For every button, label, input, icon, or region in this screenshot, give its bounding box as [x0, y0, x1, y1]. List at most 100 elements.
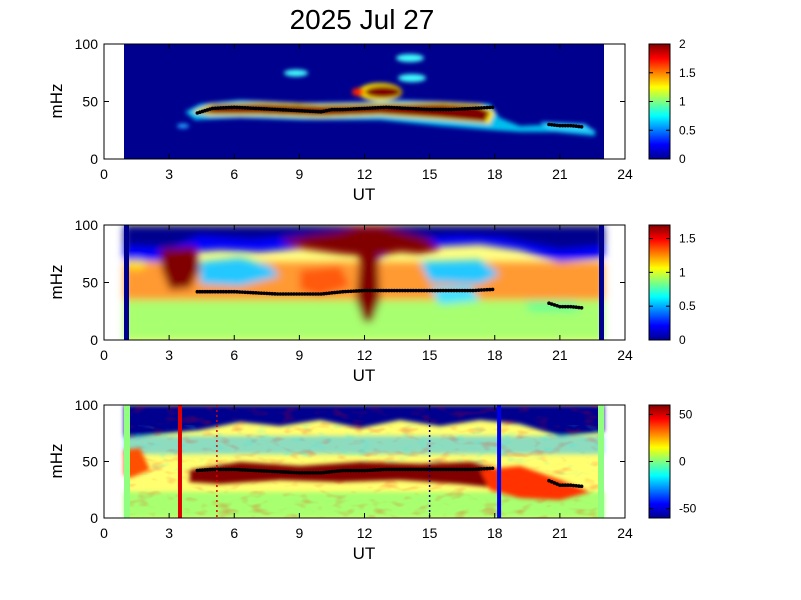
panel-3-xticks: 0 3 6 9 12 15 18 21 24 [100, 405, 633, 541]
ridge-point [229, 467, 234, 472]
ridge-point [362, 468, 367, 473]
ridge-point [265, 291, 269, 296]
ridge-point [308, 471, 313, 475]
ridge-point [454, 288, 459, 293]
panel-2-cbticks: 0 0.5 1 1.5 [649, 232, 696, 347]
ridge-point [395, 467, 399, 472]
ridge-point [300, 109, 304, 113]
ridge-point [416, 107, 421, 111]
ridge-point [213, 106, 218, 111]
ridge-point [227, 105, 231, 110]
ridge-point [433, 288, 437, 293]
panel-2-cbtick-label: 0.5 [679, 299, 696, 313]
ridge-point [335, 469, 340, 473]
ridge-point [286, 470, 291, 475]
panel-1-xtick-label: 6 [230, 166, 238, 182]
ridge-point [292, 292, 296, 296]
ridge-point [482, 288, 487, 292]
ridge-point [463, 467, 467, 472]
ridge-point [265, 469, 269, 473]
panel-2-ytick-label: 100 [75, 217, 99, 233]
ridge-point [232, 467, 237, 472]
ridge-point [275, 292, 280, 296]
ridge-point [218, 467, 223, 472]
ridge-point [324, 470, 329, 475]
ridge-point [384, 105, 389, 110]
ridge-point [476, 106, 481, 110]
ridge-point [327, 470, 332, 474]
panel-2-xlabel: UT [353, 366, 376, 385]
ridge-point [354, 468, 359, 473]
ridge-point [273, 107, 277, 112]
ridge-point [471, 106, 475, 111]
ridge-point [343, 289, 348, 294]
ridge-point [224, 467, 228, 472]
ridge-point [256, 468, 261, 473]
ridge-point [408, 106, 413, 111]
ridge-point [300, 471, 304, 475]
ridge-point [259, 291, 264, 295]
panel-3-xtick-label: 3 [165, 525, 173, 541]
ridge-point [452, 467, 456, 472]
ridge-point [368, 106, 372, 110]
ridge-point [251, 290, 256, 295]
ridge-point [397, 467, 402, 472]
ridge-point [349, 107, 353, 111]
ridge-point [465, 467, 470, 472]
panel-1-ytick-label: 100 [75, 36, 99, 52]
ridge-point [343, 107, 348, 112]
ridge-point [400, 106, 405, 110]
ridge-point [281, 470, 285, 474]
ridge-point [577, 484, 581, 488]
ridge-point [441, 467, 445, 472]
ridge-point [289, 108, 294, 113]
ridge-point [368, 288, 372, 293]
panel-3-ytick-label: 50 [82, 454, 98, 470]
ridge-point [284, 292, 288, 296]
panel-2-xticks: 0 3 6 9 12 15 18 21 24 [100, 225, 633, 363]
panel-3-cbtick-label: 50 [679, 407, 693, 421]
ridge-point [305, 292, 310, 296]
ridge-point [351, 289, 356, 293]
ridge-point [389, 467, 394, 472]
ridge-point [316, 109, 321, 114]
ridge-point [330, 469, 334, 474]
panel-1-cbtick-label: 2 [679, 37, 686, 51]
ridge-point [571, 483, 576, 488]
panel-3-ytick-label: 0 [90, 510, 98, 526]
ridge-point [571, 124, 576, 128]
ridge-point [400, 288, 405, 293]
ridge-point [454, 467, 459, 472]
ridge-point [308, 292, 313, 296]
ridge-point [468, 106, 473, 111]
ridge-point [359, 468, 364, 473]
ridge-point [378, 105, 383, 110]
ridge-point [365, 288, 370, 293]
ridge-point [376, 105, 380, 110]
ridge-point [303, 292, 307, 296]
ridge-point [395, 106, 399, 110]
ridge-point [281, 108, 285, 112]
ridge-point [359, 288, 364, 293]
panel-3-markers [177, 405, 502, 518]
ridge-point [319, 471, 323, 475]
panel-2-xtick-label: 15 [422, 347, 438, 363]
ridge-point [294, 470, 299, 475]
ridge-point [335, 107, 340, 112]
ridge-point [349, 468, 353, 473]
ridge-point [237, 290, 242, 294]
ridge-point [577, 124, 581, 129]
ridge-point [381, 105, 386, 110]
panel-1-cbtick-label: 1 [679, 95, 686, 109]
ridge-point [389, 288, 394, 293]
panel-1: 0 3 6 9 12 15 18 21 24 0 50 100 UT mHz 0 0.5 1 1.5 2 [47, 36, 696, 204]
ridge-point [430, 467, 435, 472]
ridge-point [392, 105, 397, 110]
ridge-point [313, 109, 318, 114]
ridge-point [289, 292, 294, 296]
ridge-point [221, 467, 226, 472]
ridge-point [381, 288, 386, 293]
ridge-point [457, 288, 462, 293]
ridge-point [259, 106, 264, 111]
ridge-point [384, 288, 389, 293]
